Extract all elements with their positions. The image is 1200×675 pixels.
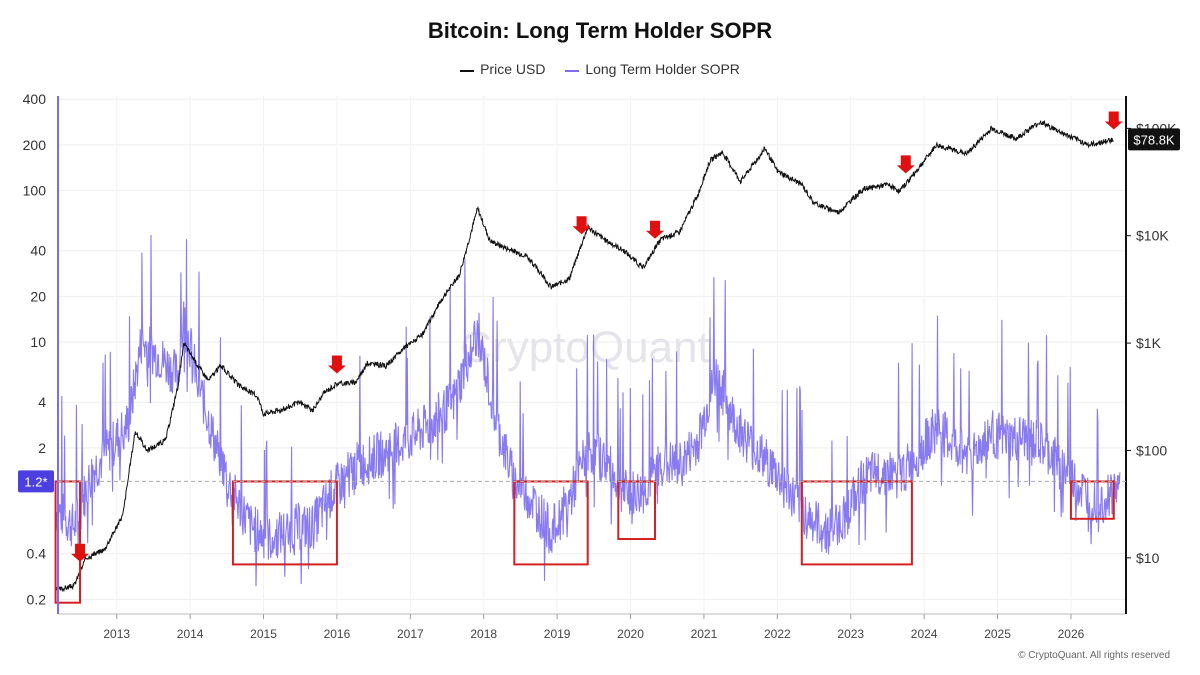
left-tick-label: 10 — [30, 334, 46, 350]
highlight-boxes — [54, 480, 1115, 604]
x-tick-label: 2013 — [103, 627, 130, 641]
chart-title: Bitcoin: Long Term Holder SOPR — [427, 18, 773, 43]
right-tick-label: $100 — [1136, 442, 1167, 458]
legend-swatch-price — [460, 69, 475, 72]
legend-swatch-sopr — [565, 69, 580, 72]
x-tick-label: 2021 — [691, 627, 718, 641]
arrow-marker — [646, 220, 665, 239]
arrow-marker — [327, 355, 346, 374]
reference-badge — [18, 470, 54, 493]
right-tick-label: $1K — [1136, 335, 1162, 351]
x-tick-label: 2020 — [617, 627, 644, 641]
x-tick-label: 2018 — [470, 627, 497, 641]
left-tick-label: 100 — [23, 182, 47, 198]
last-price-label: $78.8K — [1133, 132, 1175, 147]
x-tick-label: 2017 — [397, 627, 424, 641]
x-tick-label: 2019 — [544, 627, 571, 641]
legend-label-sopr: Long Term Holder SOPR — [585, 61, 740, 78]
arrow-marker — [572, 216, 591, 235]
grid-lines — [58, 96, 1126, 614]
x-tick-label: 2022 — [764, 627, 791, 641]
price-series — [55, 119, 1114, 593]
highlight-box — [617, 480, 657, 541]
watermark: CryptoQuant — [460, 323, 709, 372]
arrow-markers — [71, 111, 1123, 562]
left-tick-label: 4 — [38, 394, 46, 410]
x-tick-label: 2016 — [324, 627, 351, 641]
arrow-marker — [896, 155, 915, 174]
x-tick-label: 2014 — [177, 627, 204, 641]
highlight-box — [1069, 480, 1115, 520]
left-tick-label: 400 — [23, 91, 47, 107]
arrow-marker — [1104, 111, 1123, 130]
chart-legend: Price USD Long Term Holder SOPR — [0, 60, 1200, 77]
left-tick-label: 40 — [30, 243, 46, 259]
right-tick-label: $10 — [1136, 550, 1160, 566]
price-line — [55, 119, 1114, 593]
reference-label: 1.2* — [24, 474, 47, 489]
legend-label-price: Price USD — [480, 61, 546, 78]
last-price-badge — [1128, 128, 1180, 151]
legend-item-price[interactable]: Price USD — [460, 61, 545, 77]
x-tick-label: 2015 — [250, 627, 277, 641]
x-tick-label: 2024 — [911, 627, 938, 641]
x-tick-label: 2023 — [837, 627, 864, 641]
left-tick-label: 0.4 — [27, 546, 47, 562]
left-tick-label: 0.2 — [27, 591, 47, 607]
copyright-footer: © CryptoQuant. All rights reserved — [1018, 650, 1170, 661]
x-tick-label: 2026 — [1058, 627, 1085, 641]
right-tick-label: $10K — [1136, 228, 1169, 244]
legend-item-sopr[interactable]: Long Term Holder SOPR — [565, 61, 740, 77]
left-tick-label: 2 — [38, 440, 46, 456]
x-tick-label: 2025 — [984, 627, 1011, 641]
left-tick-label: 200 — [23, 137, 47, 153]
left-tick-label: 20 — [30, 288, 46, 304]
axes: 0.2 0.4 2 4 10 20 40 100 200 400 2013 2014 2015 2016 2… — [18, 91, 1180, 641]
arrow-marker — [71, 543, 90, 562]
